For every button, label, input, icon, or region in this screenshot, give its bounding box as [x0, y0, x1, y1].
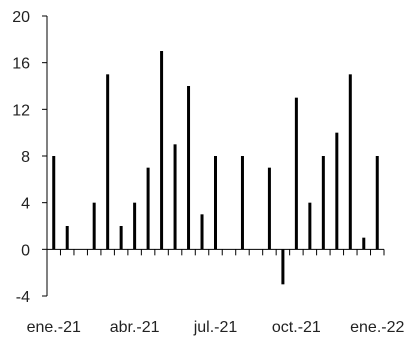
- bar: [335, 132, 339, 250]
- bar: [308, 202, 312, 250]
- y-tick-label: 20: [12, 9, 30, 26]
- bar: [119, 226, 123, 250]
- y-tick-label: 16: [12, 56, 30, 73]
- bar: [267, 167, 271, 250]
- x-tick-label: oct.-21: [272, 319, 321, 336]
- bar: [133, 202, 137, 250]
- x-tick-label: ene.-22: [350, 319, 404, 336]
- x-tick-label: jul.-21: [193, 319, 238, 336]
- bar-series: [52, 51, 379, 285]
- bar: [160, 51, 164, 250]
- bar: [321, 156, 325, 250]
- y-tick-label: 12: [12, 102, 30, 119]
- bar: [173, 144, 177, 250]
- y-axis: -4 0 4 8 12 16 20: [12, 9, 48, 306]
- bar: [106, 74, 110, 250]
- x-axis: ene.-21 abr.-21 jul.-21 oct.-21 ene.-22: [27, 248, 404, 336]
- bar: [348, 74, 352, 250]
- x-tick-label: ene.-21: [27, 319, 81, 336]
- bar: [65, 226, 69, 250]
- bar: [200, 214, 204, 250]
- y-tick-label: 4: [21, 196, 30, 213]
- bar: [146, 167, 150, 250]
- bar: [214, 156, 217, 250]
- y-tick-label: 0: [21, 242, 30, 259]
- bar: [240, 156, 244, 250]
- bar: [92, 202, 96, 250]
- y-tick-label: 8: [21, 149, 30, 166]
- y-tick-label: -4: [16, 289, 30, 306]
- bar: [294, 97, 298, 250]
- bar: [52, 156, 56, 250]
- bar: [281, 249, 285, 285]
- x-tick-label: abr.-21: [110, 319, 160, 336]
- bar: [362, 237, 366, 250]
- bar: [187, 86, 191, 250]
- bar: [375, 156, 379, 250]
